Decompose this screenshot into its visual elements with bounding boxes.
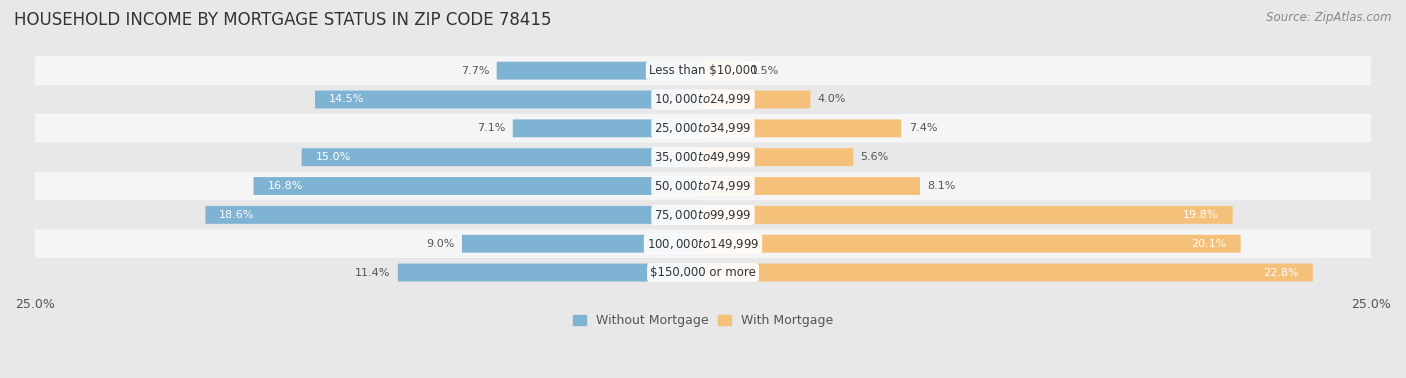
Text: 14.5%: 14.5% [329,94,364,104]
FancyBboxPatch shape [463,235,703,253]
FancyBboxPatch shape [703,206,1233,224]
Text: $150,000 or more: $150,000 or more [650,266,756,279]
FancyBboxPatch shape [35,229,1371,258]
FancyBboxPatch shape [703,235,1240,253]
FancyBboxPatch shape [703,148,853,166]
Text: $10,000 to $24,999: $10,000 to $24,999 [654,93,752,107]
Text: 7.1%: 7.1% [477,123,505,133]
FancyBboxPatch shape [35,200,1371,229]
FancyBboxPatch shape [205,206,703,224]
Text: 15.0%: 15.0% [315,152,350,162]
FancyBboxPatch shape [35,172,1371,200]
FancyBboxPatch shape [253,177,703,195]
Text: 20.1%: 20.1% [1191,239,1227,249]
Text: $100,000 to $149,999: $100,000 to $149,999 [647,237,759,251]
FancyBboxPatch shape [703,263,1313,282]
Legend: Without Mortgage, With Mortgage: Without Mortgage, With Mortgage [568,309,838,332]
Text: $75,000 to $99,999: $75,000 to $99,999 [654,208,752,222]
FancyBboxPatch shape [35,143,1371,172]
FancyBboxPatch shape [496,62,703,80]
Text: 19.8%: 19.8% [1184,210,1219,220]
Text: 5.6%: 5.6% [860,152,889,162]
Text: 16.8%: 16.8% [267,181,302,191]
Text: 22.8%: 22.8% [1263,268,1299,277]
FancyBboxPatch shape [703,119,901,137]
Text: $25,000 to $34,999: $25,000 to $34,999 [654,121,752,135]
FancyBboxPatch shape [398,263,703,282]
Text: 18.6%: 18.6% [219,210,254,220]
Text: 7.4%: 7.4% [908,123,938,133]
FancyBboxPatch shape [35,85,1371,114]
Text: Less than $10,000: Less than $10,000 [648,64,758,77]
FancyBboxPatch shape [35,258,1371,287]
FancyBboxPatch shape [35,56,1371,85]
Text: $35,000 to $49,999: $35,000 to $49,999 [654,150,752,164]
FancyBboxPatch shape [35,114,1371,143]
Text: 11.4%: 11.4% [354,268,391,277]
FancyBboxPatch shape [703,91,810,108]
FancyBboxPatch shape [703,177,920,195]
FancyBboxPatch shape [302,148,703,166]
Text: HOUSEHOLD INCOME BY MORTGAGE STATUS IN ZIP CODE 78415: HOUSEHOLD INCOME BY MORTGAGE STATUS IN Z… [14,11,551,29]
Text: 8.1%: 8.1% [928,181,956,191]
Text: $50,000 to $74,999: $50,000 to $74,999 [654,179,752,193]
Text: Source: ZipAtlas.com: Source: ZipAtlas.com [1267,11,1392,24]
Text: 7.7%: 7.7% [461,66,489,76]
Text: 1.5%: 1.5% [751,66,779,76]
Text: 4.0%: 4.0% [818,94,846,104]
FancyBboxPatch shape [513,119,703,137]
FancyBboxPatch shape [315,91,703,108]
Text: 9.0%: 9.0% [426,239,454,249]
FancyBboxPatch shape [703,62,744,80]
